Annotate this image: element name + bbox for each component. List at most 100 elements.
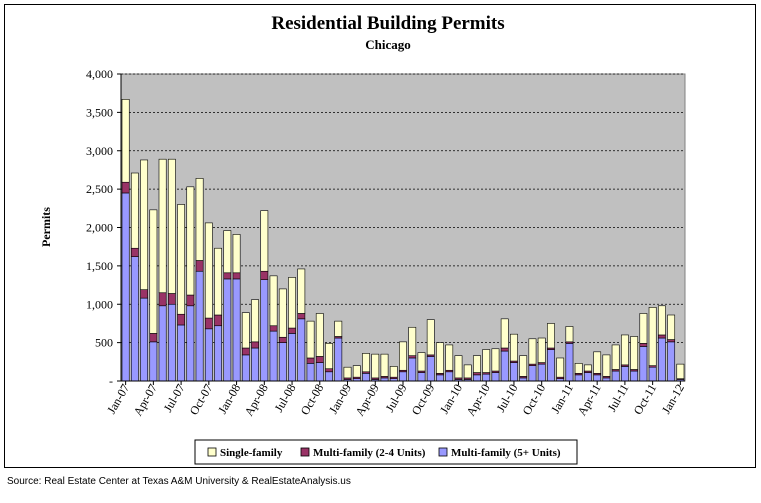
bar-multi-family-5plus	[630, 370, 639, 382]
bar-multi-family-2-4	[306, 357, 315, 364]
bar-single-family	[149, 209, 158, 334]
legend-swatch-single-family	[207, 447, 217, 457]
bar-multi-family-2-4	[473, 372, 481, 376]
bar-multi-family-5plus	[140, 297, 149, 382]
bar-multi-family-5plus	[510, 362, 518, 382]
y-tick-label: 3,000	[86, 144, 113, 158]
bar-single-family	[204, 222, 213, 319]
bar-single-family	[648, 307, 657, 366]
bar-multi-family-5plus	[251, 347, 259, 382]
bar-single-family	[130, 172, 139, 249]
bar-multi-family-5plus	[130, 256, 139, 382]
bar-single-family	[297, 268, 306, 314]
bar-single-family	[241, 312, 250, 349]
x-tick-label: Oct-08	[298, 382, 327, 418]
legend-label-multi-family-2-4: Multi-family (2-4 Units)	[313, 447, 426, 459]
bar-single-family	[362, 353, 370, 373]
legend-label-multi-family-5plus: Multi-family (5+ Units)	[451, 447, 561, 459]
bar-multi-family-2-4	[186, 294, 195, 307]
bar-single-family	[676, 363, 685, 379]
legend-label-single-family: Single-family	[220, 447, 283, 459]
bar-multi-family-5plus	[177, 324, 186, 382]
bar-single-family	[426, 319, 435, 356]
bar-multi-family-5plus	[482, 373, 491, 382]
bar-single-family	[399, 341, 407, 371]
bar-single-family	[639, 313, 648, 344]
bar-multi-family-5plus	[639, 346, 648, 382]
bar-single-family	[177, 204, 186, 315]
bar-multi-family-5plus	[667, 341, 676, 382]
bar-single-family	[343, 366, 352, 379]
x-tick-label: Apr-08	[242, 382, 271, 419]
bar-multi-family-5plus	[399, 371, 407, 382]
bar-single-family	[602, 354, 611, 377]
legend: Single-family Multi-family (2-4 Units) M…	[194, 439, 578, 465]
bar-single-family	[620, 334, 629, 366]
bar-multi-family-5plus	[611, 370, 620, 382]
bar-single-family	[630, 336, 639, 370]
bar-single-family	[278, 288, 287, 338]
bar-multi-family-2-4	[149, 333, 158, 343]
chart-title: Residential Building Permits	[271, 13, 504, 34]
bar-multi-family-5plus	[426, 356, 435, 382]
bar-single-family	[482, 349, 491, 373]
bar-single-family	[334, 320, 343, 337]
x-tick-label: Oct-11	[631, 382, 660, 417]
bar-multi-family-5plus	[149, 341, 158, 382]
bar-multi-family-2-4	[325, 368, 333, 373]
bar-single-family	[417, 352, 426, 372]
bar-multi-family-2-4	[269, 325, 278, 332]
bar-multi-family-2-4	[667, 339, 676, 343]
bar-multi-family-5plus	[584, 372, 592, 382]
bar-multi-family-2-4	[177, 313, 186, 326]
bar-single-family	[473, 355, 481, 373]
bar-multi-family-2-4	[260, 270, 269, 280]
bar-multi-family-5plus	[648, 366, 657, 382]
bar-single-family	[195, 178, 204, 261]
bar-multi-family-5plus	[574, 374, 583, 382]
bar-multi-family-5plus	[445, 371, 454, 382]
y-axis-label: Permits	[39, 207, 53, 247]
bar-multi-family-5plus	[537, 363, 546, 382]
x-tick-label: Jan-11	[548, 382, 576, 416]
x-tick-label: Jul-08	[272, 382, 299, 415]
y-tick-label: -	[109, 374, 113, 388]
x-tick-label: Jan-12	[659, 382, 687, 417]
bar-multi-family-5plus	[278, 342, 287, 382]
x-tick-label: Jul-10	[493, 382, 520, 415]
x-tick-label: Oct-10	[519, 382, 548, 418]
bar-multi-family-5plus	[167, 303, 176, 382]
bar-single-family	[223, 230, 232, 274]
bar-multi-family-5plus	[473, 374, 481, 382]
y-tick-label: 2,000	[86, 221, 113, 235]
bar-multi-family-5plus	[500, 350, 509, 382]
bar-multi-family-5plus	[362, 373, 370, 382]
bar-multi-family-2-4	[214, 314, 222, 327]
bar-multi-family-5plus	[214, 325, 222, 382]
y-tick-label: 1,500	[86, 259, 113, 273]
bar-multi-family-2-4	[500, 347, 509, 352]
bar-multi-family-2-4	[278, 336, 287, 343]
bar-single-family	[556, 357, 565, 378]
bar-single-family	[158, 158, 167, 294]
bar-single-family	[121, 99, 130, 183]
bar-single-family	[574, 363, 583, 374]
bar-single-family	[584, 364, 592, 372]
bar-multi-family-5plus	[223, 278, 232, 382]
bar-single-family	[389, 366, 398, 378]
bar-single-family	[436, 342, 444, 374]
bar-multi-family-5plus	[232, 278, 241, 382]
y-tick-label: 2,500	[86, 182, 113, 196]
bar-single-family	[186, 186, 195, 296]
legend-swatch-multi-family-2-4	[300, 447, 310, 457]
x-tick-label: Oct-07	[187, 382, 216, 418]
bar-multi-family-5plus	[528, 365, 537, 382]
bar-single-family	[306, 320, 315, 359]
x-tick-label: Apr-09	[353, 382, 382, 419]
y-tick-label: 1,000	[86, 297, 113, 311]
bar-single-family	[519, 355, 528, 377]
x-tick-label: Apr-10	[463, 382, 492, 419]
bar-single-family	[667, 314, 676, 340]
bar-single-family	[510, 333, 518, 362]
